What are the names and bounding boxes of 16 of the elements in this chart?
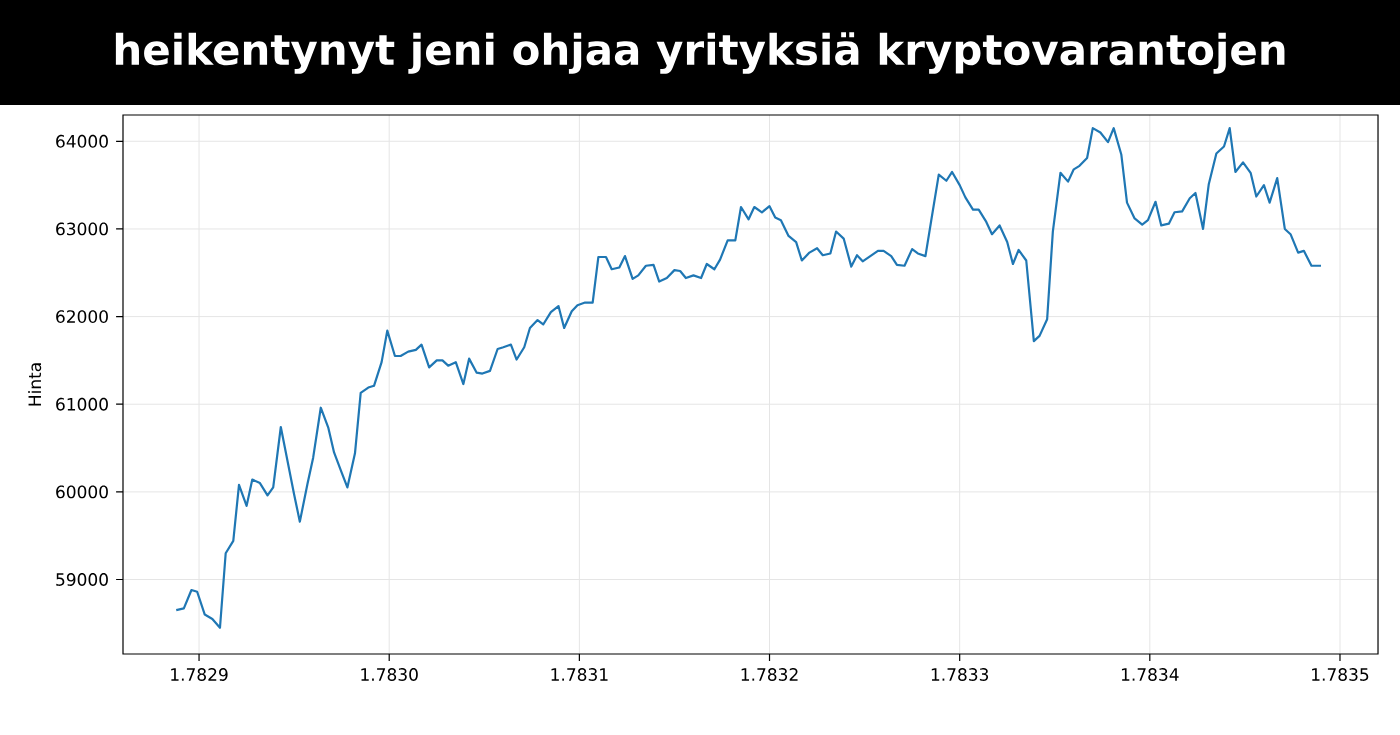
y-tick-label: 59000 [56, 573, 108, 586]
x-tick-label: 1.7832 [741, 668, 798, 681]
y-tick-label: 60000 [56, 485, 108, 499]
x-tick-label: 1.7835 [1312, 668, 1369, 681]
x-tick-label: 1.7829 [171, 668, 228, 681]
x-tick-label: 1.7833 [931, 668, 989, 681]
x-tick-label: 1.7831 [551, 668, 608, 681]
chart-title: heikentynyt jeni ohjaa yrityksiä kryptovarantojen [115, 32, 1285, 74]
y-tick-label: 62000 [56, 310, 108, 324]
x-tick-label: 1.7834 [1121, 668, 1179, 681]
y-axis-title: Hinta [28, 363, 42, 406]
y-tick-label: 61000 [56, 397, 108, 411]
x-tick-label: 1.7830 [361, 668, 418, 681]
line-series [175, 127, 1323, 629]
y-tick-label: 64000 [56, 134, 108, 148]
y-tick-label: 63000 [56, 222, 108, 236]
